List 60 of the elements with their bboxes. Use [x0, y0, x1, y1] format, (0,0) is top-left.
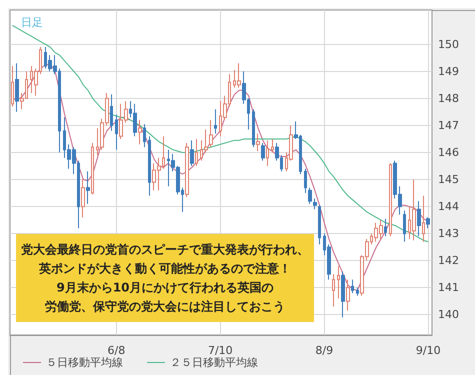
candlestick	[356, 287, 359, 296]
y-tick-label: 145	[438, 173, 459, 186]
y-tick-label: 140	[438, 308, 459, 322]
candlestick	[148, 136, 151, 196]
candlestick	[185, 142, 189, 198]
candlestick	[332, 274, 335, 308]
candlestick	[389, 162, 392, 237]
candlestick	[237, 62, 241, 88]
y-tick-label: 146	[438, 146, 459, 159]
y-tick-label: 141	[438, 281, 459, 294]
candlestick	[81, 179, 85, 218]
y-tick-label: 150	[438, 38, 459, 51]
x-tick-label: 9/10	[416, 344, 441, 357]
candlestick	[313, 198, 317, 210]
x-tick-label: 6/8	[107, 344, 126, 357]
candlestick	[256, 133, 260, 152]
annotation: 党大会最終日の党首のスピーチで重大発表が行われ、	[20, 242, 309, 256]
candlestick	[417, 200, 421, 237]
candlestick	[271, 138, 274, 153]
x-tick-label: 7/10	[208, 344, 233, 357]
candlestick	[426, 216, 430, 229]
candlestick	[403, 210, 406, 242]
y-tick-label: 142	[438, 254, 459, 268]
candlestick	[143, 124, 146, 148]
candlestick	[261, 142, 265, 162]
annotation: 英ポンドが大きく動く可能性があるので注意！	[38, 262, 291, 276]
legend-label: ２５日移動平均線	[170, 356, 258, 369]
y-tick-label: 147	[438, 118, 459, 132]
candlestick	[133, 103, 137, 137]
candlestick	[190, 140, 194, 167]
candlestick	[252, 108, 255, 148]
candlestick	[110, 94, 113, 132]
legend-label: ５日移動平均線	[46, 356, 123, 369]
candlestick	[138, 120, 142, 145]
candlestick	[91, 142, 94, 195]
annotation: 9月末から10月にかけて行われる英国の	[56, 280, 274, 294]
candlestick	[351, 279, 354, 294]
candlestick	[384, 218, 387, 237]
candlestick	[209, 120, 213, 148]
candlestick	[195, 138, 198, 167]
candlestick	[86, 170, 90, 204]
candlestick	[412, 179, 416, 241]
candlestick	[266, 140, 269, 167]
candlestick	[337, 266, 340, 299]
y-tick-label: 148	[438, 92, 459, 105]
text: 日足	[21, 16, 43, 29]
y-tick-label: 149	[438, 64, 459, 78]
candlestick	[214, 108, 217, 134]
candlestick	[422, 195, 425, 242]
candlestick	[341, 270, 345, 318]
candlestick	[304, 168, 307, 194]
annotation: 労働党、保守党の党大会には注目しておこう	[45, 300, 285, 314]
candlestick	[318, 204, 321, 245]
y-tick-label: 144	[438, 200, 459, 214]
candlestick	[308, 187, 312, 204]
candlestick	[346, 279, 350, 312]
y-tick-label: 143	[438, 227, 459, 240]
candlestick	[115, 114, 118, 150]
x-tick-label: 8/9	[315, 344, 334, 357]
candlestick	[15, 62, 19, 112]
